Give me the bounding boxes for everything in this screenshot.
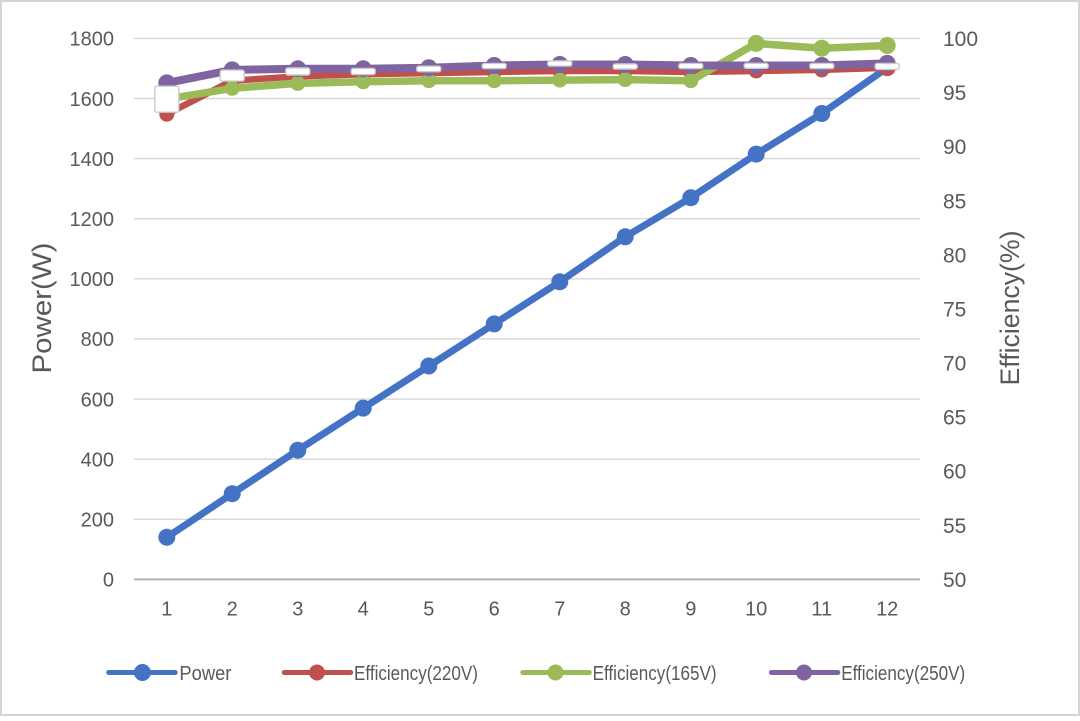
svg-text:1600: 1600	[70, 89, 115, 111]
svg-text:2: 2	[227, 599, 238, 621]
svg-text:11: 11	[811, 599, 832, 621]
svg-text:1200: 1200	[70, 209, 115, 231]
svg-text:0: 0	[103, 570, 114, 592]
svg-text:8: 8	[620, 599, 631, 621]
svg-text:50: 50	[943, 569, 966, 592]
svg-text:200: 200	[81, 510, 114, 532]
svg-text:75: 75	[943, 299, 966, 322]
svg-text:1000: 1000	[70, 269, 115, 291]
svg-text:Power: Power	[179, 663, 231, 685]
svg-text:100: 100	[943, 28, 978, 51]
svg-text:1: 1	[161, 599, 172, 621]
svg-text:4: 4	[358, 599, 369, 621]
svg-text:400: 400	[81, 450, 114, 472]
svg-text:80: 80	[943, 244, 966, 267]
svg-text:70: 70	[943, 353, 966, 376]
svg-text:65: 65	[943, 407, 966, 430]
svg-text:12: 12	[876, 599, 898, 621]
svg-text:9: 9	[685, 599, 696, 621]
svg-text:6: 6	[489, 599, 500, 621]
svg-text:Efficiency(%): Efficiency(%)	[995, 231, 1025, 386]
svg-text:7: 7	[554, 599, 565, 621]
svg-text:Efficiency(165V): Efficiency(165V)	[593, 663, 717, 685]
svg-text:600: 600	[81, 389, 114, 411]
svg-text:1400: 1400	[70, 149, 115, 171]
svg-text:800: 800	[81, 329, 114, 351]
svg-text:90: 90	[943, 136, 966, 159]
svg-text:3: 3	[292, 599, 303, 621]
svg-text:5: 5	[423, 599, 434, 621]
svg-text:60: 60	[943, 461, 966, 484]
svg-text:85: 85	[943, 190, 966, 213]
svg-text:95: 95	[943, 82, 966, 105]
svg-text:1800: 1800	[70, 29, 115, 51]
svg-text:Power(W): Power(W)	[27, 243, 57, 374]
svg-text:10: 10	[745, 599, 767, 621]
svg-text:Efficiency(250V): Efficiency(250V)	[841, 663, 965, 685]
svg-text:Efficiency(220V): Efficiency(220V)	[354, 663, 478, 685]
svg-text:55: 55	[943, 515, 966, 538]
